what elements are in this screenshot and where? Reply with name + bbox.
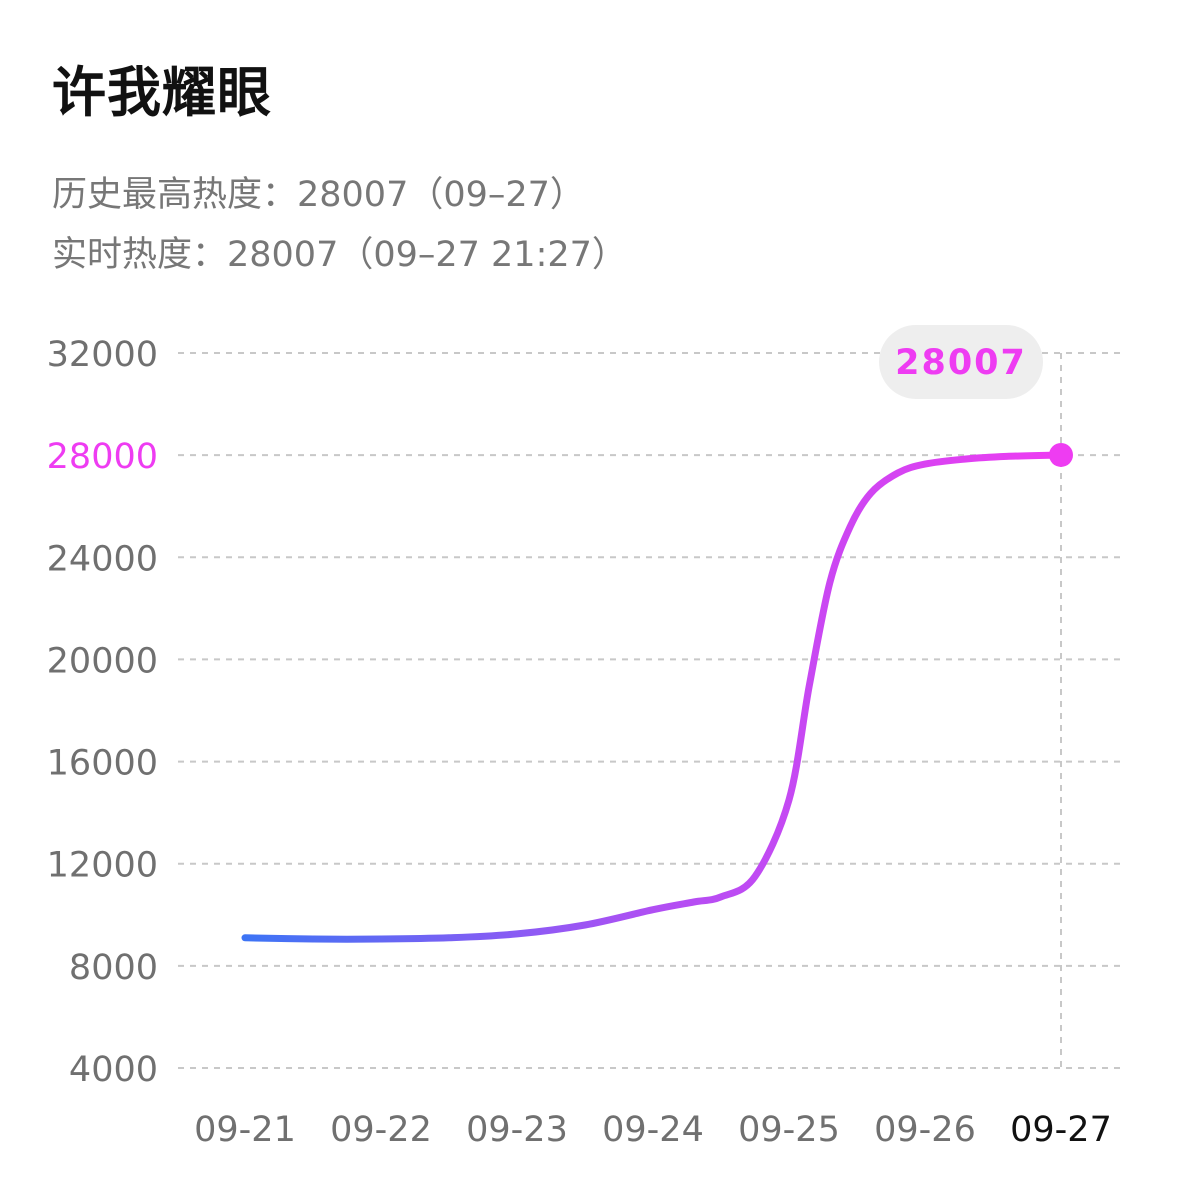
x-tick-label: 09-24 — [602, 1110, 704, 1150]
y-tick-label-highlight: 28000 — [47, 437, 158, 477]
y-tick-label: 4000 — [69, 1050, 158, 1090]
x-tick-label: 09-23 — [466, 1110, 568, 1150]
y-tick-label: 8000 — [69, 948, 158, 988]
y-tick-label: 12000 — [47, 846, 158, 886]
realtime-heat-text: 实时热度：28007（09–27 21:27） — [52, 235, 627, 275]
x-tick-label: 09-26 — [874, 1110, 976, 1150]
heat-series-line — [241, 451, 1065, 943]
y-tick-label: 20000 — [47, 641, 158, 681]
x-tick-label-highlight: 09-27 — [1010, 1110, 1112, 1150]
latest-value-label: 28007 — [895, 343, 1027, 383]
y-tick-label: 16000 — [47, 744, 158, 784]
x-tick-label: 09-22 — [330, 1110, 432, 1150]
page-title: 许我耀眼 — [52, 61, 272, 124]
latest-value-badge — [879, 324, 1043, 399]
y-tick-label: 32000 — [47, 335, 158, 375]
latest-point-marker[interactable] — [1049, 442, 1073, 467]
y-tick-label: 24000 — [47, 539, 158, 579]
x-tick-label: 09-21 — [194, 1110, 296, 1150]
x-tick-label: 09-25 — [738, 1110, 840, 1150]
history-high-text: 历史最高热度：28007（09–27） — [52, 175, 585, 215]
